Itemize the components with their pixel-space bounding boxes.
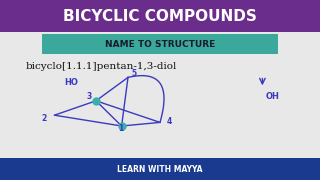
Text: 3: 3 bbox=[86, 92, 92, 101]
Text: bicyclo[1.1.1]pentan-1,3-diol: bicyclo[1.1.1]pentan-1,3-diol bbox=[26, 62, 177, 71]
FancyBboxPatch shape bbox=[0, 158, 320, 180]
Text: 4: 4 bbox=[166, 117, 172, 126]
FancyBboxPatch shape bbox=[0, 0, 320, 32]
Text: HO: HO bbox=[64, 78, 78, 87]
Text: OH: OH bbox=[266, 92, 279, 101]
Text: LEARN WITH MAYYA: LEARN WITH MAYYA bbox=[117, 165, 203, 174]
Text: 1: 1 bbox=[118, 124, 124, 133]
Text: 2: 2 bbox=[42, 114, 47, 123]
FancyBboxPatch shape bbox=[42, 34, 278, 54]
Text: 5: 5 bbox=[131, 69, 136, 78]
Text: BICYCLIC COMPOUNDS: BICYCLIC COMPOUNDS bbox=[63, 9, 257, 24]
Text: NAME TO STRUCTURE: NAME TO STRUCTURE bbox=[105, 40, 215, 49]
